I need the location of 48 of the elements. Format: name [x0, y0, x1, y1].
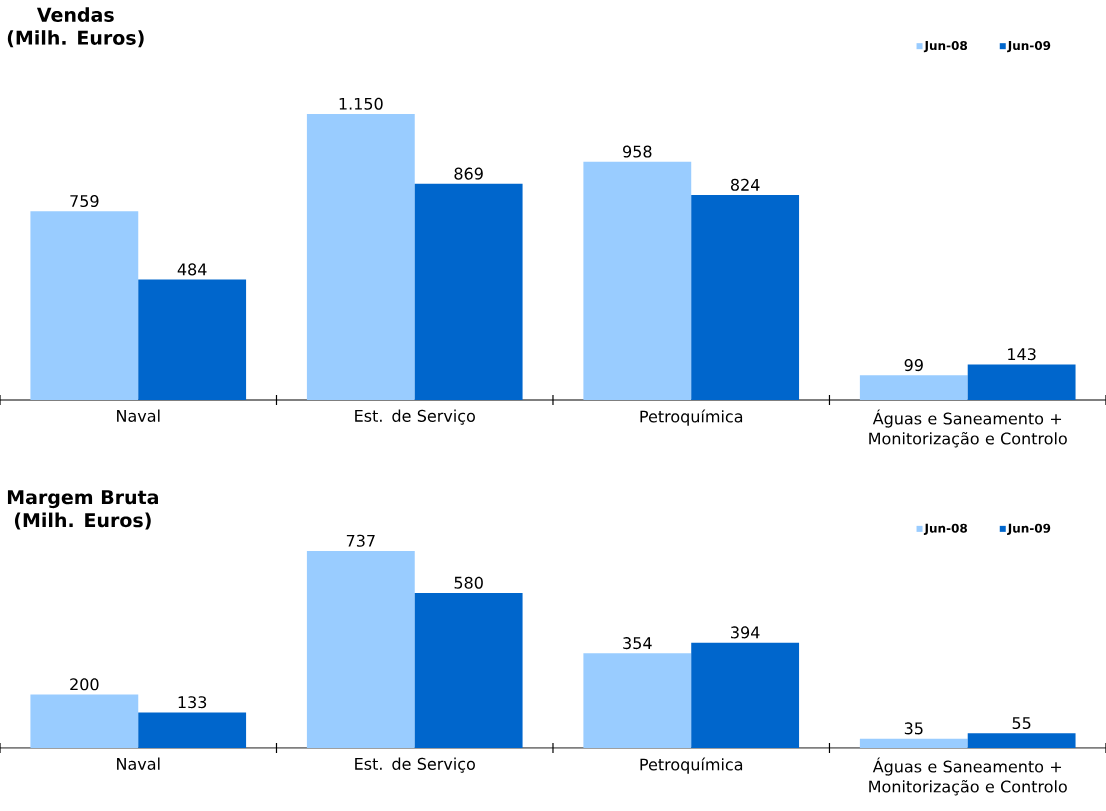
chart-subtitle: (Milh. Euros) — [14, 512, 151, 530]
x-tick-label: Águas e Saneamento + Monitorização e Controlo — [869, 409, 1067, 448]
legend-label: Jun-09 — [1007, 40, 1051, 53]
legend-label: Jun-08 — [923, 523, 968, 535]
data-label: 759 — [70, 194, 99, 208]
bar — [138, 712, 247, 748]
data-label: 354 — [623, 637, 652, 650]
bar — [30, 211, 139, 400]
data-label: 869 — [454, 167, 483, 180]
data-label: 824 — [730, 178, 760, 191]
data-label: 580 — [454, 576, 483, 589]
bar — [967, 733, 1076, 748]
legend-label: Jun-09 — [1007, 523, 1051, 535]
data-label: 99 — [904, 359, 923, 372]
x-tick-label: Naval — [117, 757, 160, 770]
x-tick-label: Petroquímica — [640, 409, 743, 426]
bar — [138, 279, 247, 400]
x-tick-label: Est. de Serviço — [355, 757, 475, 773]
bar — [691, 195, 800, 400]
data-label: 484 — [177, 263, 207, 276]
bar — [583, 161, 692, 400]
bar — [306, 550, 415, 748]
data-label: 133 — [178, 696, 207, 709]
data-label: 35 — [904, 722, 923, 735]
chart-title: Margem Bruta — [7, 490, 158, 509]
x-tick-label: Naval — [117, 409, 160, 422]
data-label: 143 — [1008, 348, 1036, 361]
bar — [414, 592, 523, 748]
bar — [859, 375, 968, 400]
x-tick-label: Águas e Saneamento + Monitorização e Controlo — [869, 757, 1067, 796]
bar — [414, 183, 523, 400]
chart-subtitle: (Milh. Euros) — [7, 30, 144, 48]
data-label: 737 — [346, 534, 375, 547]
chart-title: Vendas — [36, 7, 114, 22]
bar — [967, 364, 1076, 400]
legend-label: Jun-08 — [923, 40, 968, 53]
bar — [30, 694, 139, 748]
data-label: 958 — [623, 145, 652, 158]
bar — [691, 642, 800, 748]
x-tick-label: Petroquímica — [640, 757, 743, 774]
data-label: 1.150 — [339, 97, 383, 110]
data-label: 200 — [70, 678, 99, 691]
bar — [859, 738, 968, 748]
data-label: 394 — [731, 626, 760, 639]
bar — [306, 113, 415, 400]
bar — [583, 653, 692, 748]
data-label: 55 — [1012, 717, 1031, 730]
x-tick-label: Est. de Serviço — [355, 409, 475, 425]
